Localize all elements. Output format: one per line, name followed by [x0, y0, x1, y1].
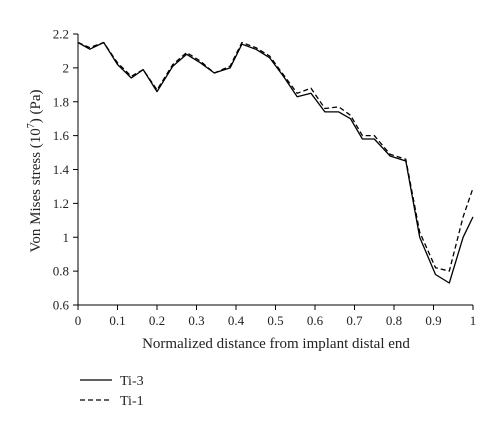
x-tick-label: 0.9 [425, 313, 441, 328]
x-axis-label: Normalized distance from implant distal … [142, 336, 410, 352]
legend: Ti-3 Ti-1 [80, 374, 144, 409]
x-tick-label: 0.1 [109, 313, 125, 328]
legend-label-ti3: Ti-3 [120, 374, 144, 389]
ticks: 0 0.1 0.2 0.3 0.4 0.5 0.6 0.7 0.8 0.9 1 0.6 0.8 1 1.2 1… [53, 27, 477, 329]
series-line-ti-1 [77, 41, 474, 272]
y-tick-label: 1.6 [53, 128, 70, 143]
y-axis-label-exp: 7 [26, 123, 37, 128]
y-tick-label: 2 [63, 60, 70, 75]
x-tick-label: 0.4 [228, 313, 245, 328]
y-axis-label-main: Von Mises stress (10 [28, 128, 44, 252]
x-tick-label: 0 [75, 313, 82, 328]
x-tick-label: 0.6 [307, 313, 324, 328]
x-tick-label: 0.7 [346, 313, 363, 328]
y-tick-label: 1.8 [53, 94, 69, 109]
legend-label-ti1: Ti-1 [120, 394, 144, 409]
x-tick-label: 0.8 [386, 313, 402, 328]
y-tick-label: 2.2 [53, 27, 69, 42]
x-tick-label: 0.2 [149, 313, 165, 328]
x-tick-label: 0.5 [267, 313, 283, 328]
y-axis-label-tail: ) (Pa) [28, 89, 44, 123]
x-tick-label: 1 [470, 313, 477, 328]
axes [77, 34, 473, 306]
y-axis-label: Von Mises stress (107) (Pa) [26, 89, 44, 252]
y-tick-label: 1.2 [53, 196, 69, 211]
y-tick-label: 0.6 [53, 298, 70, 313]
x-tick-label: 0.3 [188, 313, 204, 328]
y-tick-label: 1 [63, 230, 70, 245]
series-group [77, 41, 474, 284]
y-tick-label: 0.8 [53, 264, 69, 279]
y-tick-label: 1.4 [53, 162, 70, 177]
series-line-ti-3 [77, 41, 474, 284]
